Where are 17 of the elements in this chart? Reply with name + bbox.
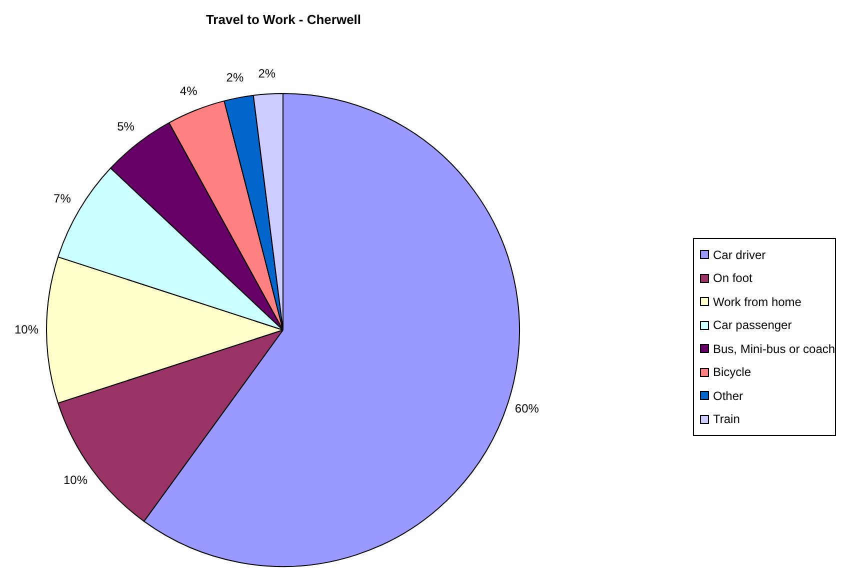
data-label: 2%: [258, 66, 276, 80]
data-label: 10%: [63, 473, 88, 488]
legend-label: Bicycle: [713, 365, 752, 380]
data-label: 60%: [514, 402, 540, 416]
chart-title: Travel to Work - Cherwell: [204, 12, 362, 27]
legend-label: On foot: [713, 271, 752, 286]
data-label: 7%: [54, 192, 72, 206]
data-label: 2%: [226, 70, 244, 84]
legend-label: Car driver: [713, 248, 766, 262]
data-label: 4%: [180, 84, 198, 98]
legend-label: Work from home: [713, 294, 802, 309]
legend-label: Car passenger: [713, 318, 792, 332]
data-label: 10%: [14, 322, 39, 336]
legend-label: Other: [713, 388, 744, 403]
legend-label: Train: [713, 412, 740, 426]
legend-label: Bus, Mini-bus or coach: [713, 342, 836, 356]
data-label: 5%: [117, 120, 135, 134]
